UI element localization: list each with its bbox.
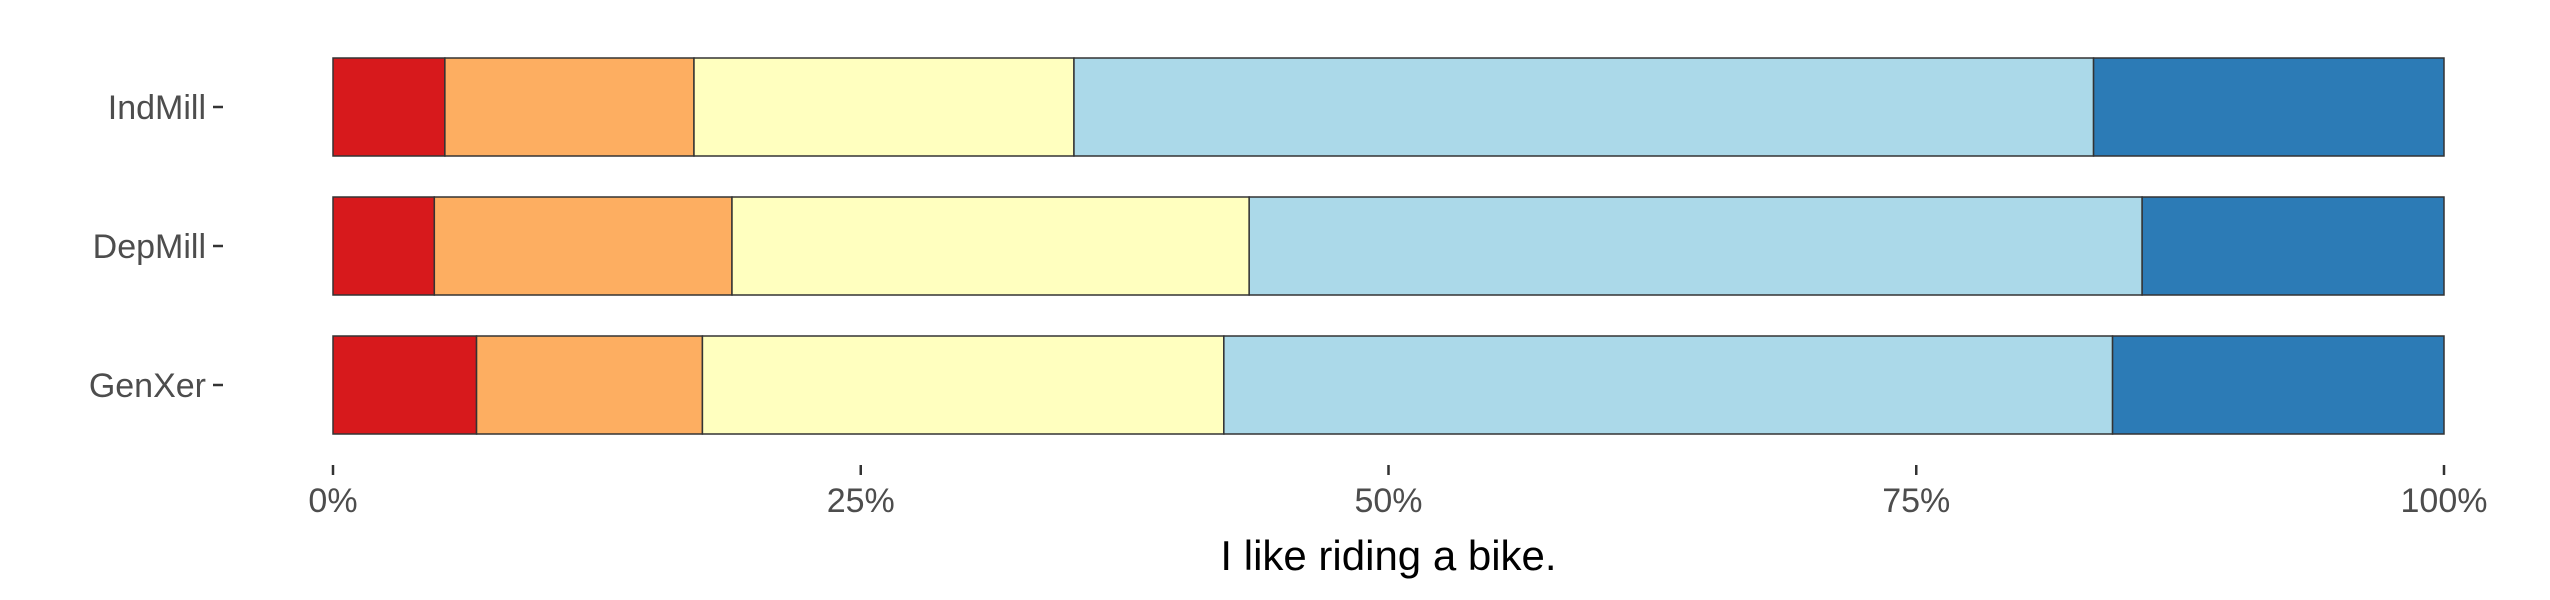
- x-axis-title: I like riding a bike.: [1220, 532, 1556, 579]
- bars-layer: [332, 57, 2445, 435]
- bar-segment-genxer-5: [2111, 335, 2445, 435]
- x-tick-label: 100%: [2401, 482, 2488, 520]
- x-tick-label: 50%: [1354, 482, 1422, 520]
- bar-segment-indmill-3: [693, 57, 1075, 157]
- y-tick-label-depmill: DepMill: [93, 228, 206, 266]
- bar-segment-genxer-4: [1223, 335, 2114, 435]
- x-tick-label: 75%: [1882, 482, 1950, 520]
- bar-segment-indmill-2: [444, 57, 695, 157]
- y-tick-label-indmill: IndMill: [108, 89, 206, 127]
- y-tick-label-genxer: GenXer: [89, 367, 206, 405]
- bar-segment-indmill-5: [2092, 57, 2445, 157]
- y-axis: IndMill DepMill GenXer: [89, 89, 223, 405]
- x-axis: 0% 25% 50% 75% 100%: [308, 465, 2487, 520]
- bar-segment-genxer-3: [701, 335, 1225, 435]
- bar-segment-depmill-2: [433, 196, 733, 296]
- bar-segment-genxer-2: [475, 335, 704, 435]
- bar-segment-genxer-1: [332, 335, 478, 435]
- bar-segment-depmill-4: [1248, 196, 2143, 296]
- bar-segment-depmill-5: [2141, 196, 2445, 296]
- bar-segment-indmill-1: [332, 57, 446, 157]
- bar-segment-depmill-1: [332, 196, 436, 296]
- x-tick-label: 25%: [827, 482, 895, 520]
- bar-segment-depmill-3: [731, 196, 1250, 296]
- bar-segment-indmill-4: [1073, 57, 2095, 157]
- x-tick-label: 0%: [308, 482, 357, 520]
